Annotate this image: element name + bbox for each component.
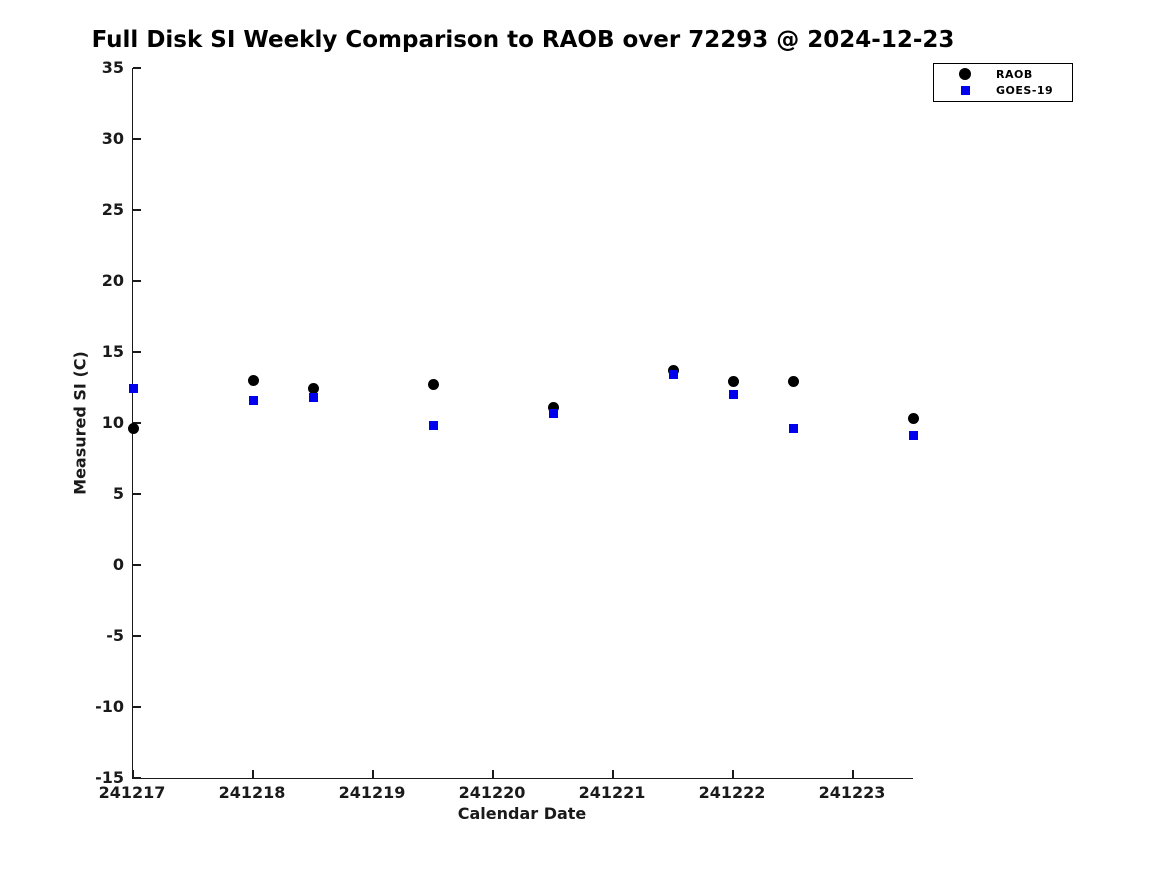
y-tick-mark <box>133 493 141 495</box>
x-tick-label: 241219 <box>338 783 406 802</box>
x-tick-label: 241222 <box>698 783 766 802</box>
raob-point <box>307 383 319 395</box>
y-tick-label: -10 <box>95 697 124 716</box>
y-tick-mark <box>133 351 141 353</box>
goes-19-point <box>548 408 558 418</box>
goes-19-point <box>308 392 318 402</box>
y-tick-mark <box>133 635 141 637</box>
goes-19-point <box>908 431 918 441</box>
y-tick-mark <box>133 422 141 424</box>
x-tick-mark <box>372 770 374 778</box>
goes-19-point <box>788 424 798 434</box>
raob-point <box>727 376 739 388</box>
raob-point <box>787 376 799 388</box>
x-tick-mark <box>492 770 494 778</box>
x-tick-mark <box>732 770 734 778</box>
y-tick-mark <box>133 706 141 708</box>
goes-19-point <box>668 370 678 380</box>
raob-point <box>907 413 919 425</box>
goes-19-point <box>248 395 258 405</box>
y-tick-mark <box>133 138 141 140</box>
y-tick-mark <box>133 209 141 211</box>
x-tick-mark <box>252 770 254 778</box>
chart-title: Full Disk SI Weekly Comparison to RAOB o… <box>91 27 955 53</box>
y-tick-mark <box>133 280 141 282</box>
goes-19-point <box>128 384 138 394</box>
goes-19-point <box>728 390 738 400</box>
x-tick-label: 241223 <box>818 783 886 802</box>
plot-area <box>127 67 919 779</box>
x-tick-label: 241221 <box>578 783 646 802</box>
legend-row-raob: RAOB <box>934 66 1072 82</box>
raob-point <box>247 374 259 386</box>
raob-point <box>547 401 559 413</box>
y-tick-label: 30 <box>101 129 124 148</box>
legend-row-goes-19: GOES-19 <box>934 83 1072 99</box>
x-axis-label: Calendar Date <box>457 804 587 823</box>
y-tick-label: 0 <box>112 555 124 574</box>
y-tick-label: -15 <box>95 768 124 787</box>
y-tick-label: 25 <box>101 200 124 219</box>
y-tick-mark <box>133 564 141 566</box>
y-tick-label: 15 <box>101 342 124 361</box>
y-tick-mark <box>133 777 141 779</box>
y-tick-label: 35 <box>101 58 124 77</box>
y-tick-label: 5 <box>112 484 124 503</box>
y-tick-mark <box>133 67 141 69</box>
y-tick-label: 10 <box>101 413 124 432</box>
goes-19-legend-marker-icon <box>934 86 996 96</box>
x-tick-label: 241220 <box>458 783 526 802</box>
x-tick-mark <box>612 770 614 778</box>
raob-legend-marker-icon <box>934 68 996 81</box>
legend-label: RAOB <box>996 67 1033 81</box>
legend: RAOB GOES-19 <box>933 63 1073 102</box>
x-tick-label: 241217 <box>98 783 166 802</box>
x-tick-label: 241218 <box>218 783 286 802</box>
x-tick-mark <box>132 770 134 778</box>
goes-19-point <box>428 421 438 431</box>
y-tick-label: -5 <box>106 626 124 645</box>
y-tick-label: 20 <box>101 271 124 290</box>
raob-point <box>127 423 139 435</box>
x-tick-mark <box>852 770 854 778</box>
legend-label: GOES-19 <box>996 84 1054 98</box>
raob-point <box>427 379 439 391</box>
